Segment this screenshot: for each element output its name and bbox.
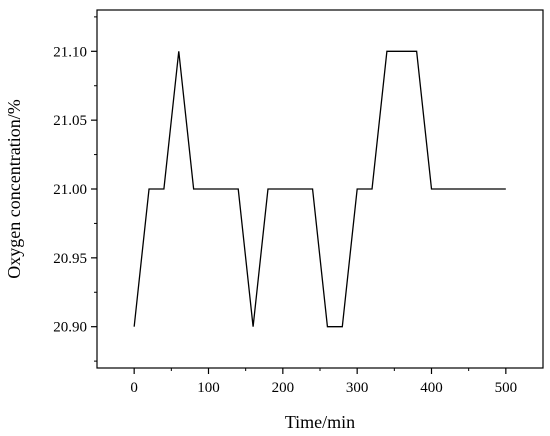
series-line: [133, 50, 506, 328]
x-tick-label: 0: [130, 380, 138, 396]
x-tick-label: 300: [346, 380, 369, 396]
series-layer: [133, 50, 506, 328]
y-tick-label: 21.00: [53, 182, 87, 198]
y-tick-label: 20.90: [53, 320, 87, 336]
x-axis: 0 100 200 300 400 500: [130, 368, 517, 396]
y-tick-label: 21.10: [53, 44, 87, 60]
x-tick-label: 400: [420, 380, 443, 396]
x-tick-label: 200: [272, 380, 295, 396]
y-tick-label: 20.95: [53, 251, 87, 267]
x-tick-label: 100: [197, 380, 220, 396]
y-tick-label: 21.05: [53, 113, 87, 129]
x-axis-title: Time/min: [285, 412, 355, 432]
x-tick-label: 500: [495, 380, 518, 396]
y-axis: 20.90 20.95 21.00 21.05 21.10: [53, 16, 97, 362]
y-axis-title: Oxygen concentration/%: [4, 99, 24, 278]
